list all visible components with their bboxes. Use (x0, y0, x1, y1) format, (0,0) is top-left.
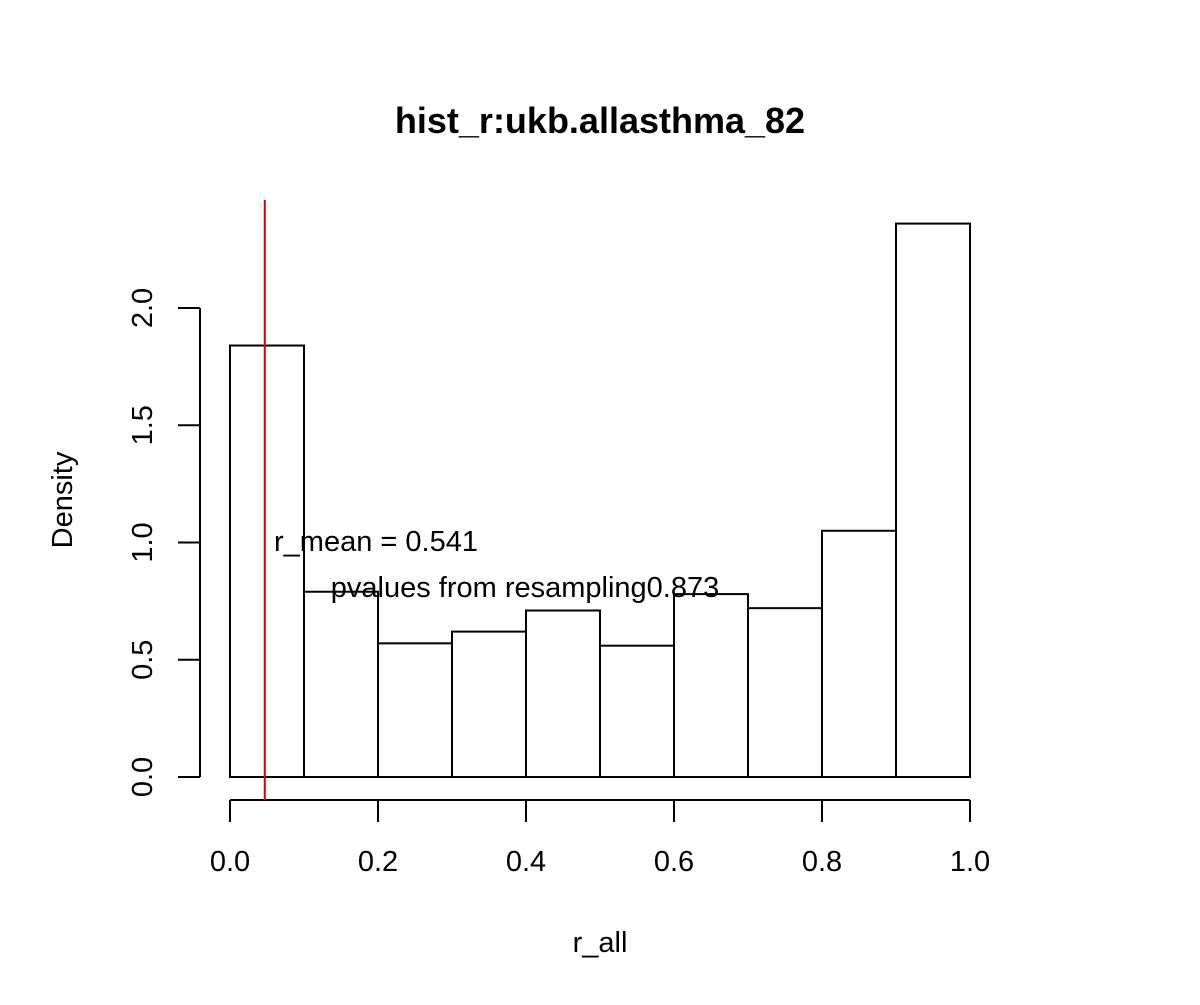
histogram-bar (451, 630, 527, 778)
x-tick-label: 0.8 (802, 846, 842, 878)
x-axis-title: r_all (573, 927, 628, 959)
histogram-bar (747, 607, 823, 778)
x-tick-label: 0.2 (358, 846, 398, 878)
histogram-bar (895, 222, 971, 778)
y-tick-label: 0.5 (127, 640, 159, 680)
x-tick-label: 0.0 (210, 846, 250, 878)
histogram-bar (673, 593, 749, 779)
chart-title: hist_r:ukb.allasthma_82 (395, 100, 805, 141)
annotations-layer: r_mean = 0.541 pvalues from resampling0.8… (274, 526, 719, 604)
histogram-bar (303, 590, 379, 778)
y-tick-label: 2.0 (127, 288, 159, 328)
histogram-bar (377, 642, 453, 779)
y-axis: 0.0 0.5 1.0 1.5 2.0 (127, 288, 201, 797)
histogram-bar (821, 529, 897, 779)
x-tick-label: 0.4 (506, 846, 546, 878)
y-tick-label: 1.5 (127, 405, 159, 445)
histogram-bar (599, 644, 675, 778)
r-mean-annotation: r_mean = 0.541 (274, 526, 478, 558)
x-tick-label: 0.6 (654, 846, 694, 878)
x-axis: 0.0 0.2 0.4 0.6 0.8 1.0 (210, 799, 990, 878)
x-tick-label: 1.0 (950, 846, 990, 878)
histogram-bar (229, 344, 305, 778)
y-tick-label: 1.0 (127, 522, 159, 562)
y-tick-label: 0.0 (127, 757, 159, 797)
pvalue-annotation: pvalues from resampling0.873 (331, 572, 719, 604)
y-axis-title: Density (47, 451, 79, 548)
histogram-bar (525, 609, 601, 778)
bars-layer (229, 222, 971, 779)
